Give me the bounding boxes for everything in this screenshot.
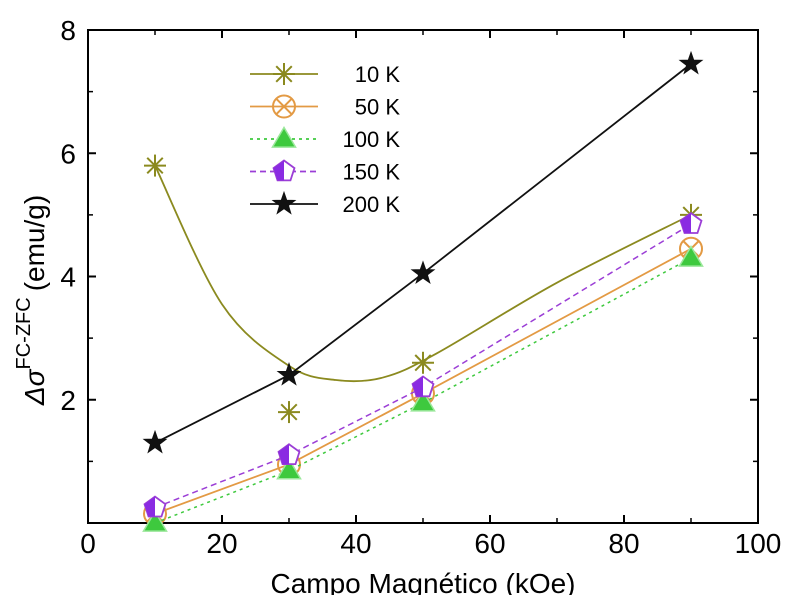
series-line <box>154 223 692 509</box>
ticks-group: 0 20 40 60 80 100 2 4 6 8 <box>60 15 781 559</box>
pentagon-fill <box>278 444 289 465</box>
series-group <box>142 50 704 532</box>
data-point <box>142 429 168 454</box>
legend-marker <box>271 125 297 148</box>
legend-entry: 100 K <box>250 125 401 152</box>
legend-entry: 50 K <box>250 94 401 120</box>
x-tick-label: 80 <box>608 528 639 559</box>
data-point <box>412 351 434 374</box>
data-point <box>278 401 300 424</box>
pentagon-fill <box>680 213 691 234</box>
data-point <box>277 443 301 466</box>
x-tick-label: 40 <box>340 528 371 559</box>
y-axis-title: ΔσFC-ZFC (emu/g) <box>13 195 50 406</box>
legend-entry: 150 K <box>250 159 401 185</box>
data-point <box>411 375 435 398</box>
data-point <box>276 362 302 386</box>
series-line <box>154 257 692 524</box>
legend-entry: 200 K <box>250 190 401 217</box>
series-line <box>154 165 692 383</box>
pentagon-fill <box>273 160 284 181</box>
legend-label: 150 K <box>343 160 401 185</box>
data-point <box>679 212 703 234</box>
legend-marker <box>272 94 296 119</box>
legend: 10 K 50 K 100 K 150 K 200 K <box>250 62 400 217</box>
y-tick-label: 6 <box>60 138 76 169</box>
data-point <box>142 509 168 532</box>
data-point <box>678 244 704 267</box>
legend-label: 200 K <box>343 192 401 217</box>
legend-label: 100 K <box>343 127 401 152</box>
y-axis-title-unit: (emu/g) <box>19 195 50 291</box>
legend-entry: 10 K <box>250 62 400 87</box>
x-tick-label: 100 <box>735 528 782 559</box>
x-tick-label: 20 <box>206 528 237 559</box>
y-tick-label: 8 <box>60 15 76 46</box>
legend-label: 50 K <box>355 95 401 120</box>
legend-marker <box>272 159 296 182</box>
pentagon-fill <box>412 376 423 397</box>
x-axis-title: Campo Magnético (kOe) <box>270 568 575 595</box>
series-150-k <box>143 212 703 518</box>
legend-marker <box>273 63 295 85</box>
svg-text:ΔσFC-ZFC(emu/g): ΔσFC-ZFC (emu/g) <box>13 195 50 406</box>
asterisk-stroke <box>146 157 164 175</box>
data-point <box>410 389 436 412</box>
legend-marker <box>271 190 297 215</box>
series-200-k <box>142 50 704 454</box>
data-point <box>276 457 302 480</box>
data-point <box>410 260 436 284</box>
x-tick-label: 0 <box>80 528 96 559</box>
circle-ring <box>272 94 296 119</box>
cross-stroke <box>275 98 293 115</box>
series-line <box>154 63 692 444</box>
asterisk-stroke <box>275 65 293 83</box>
y-tick-label: 2 <box>60 385 76 416</box>
data-point <box>144 154 166 177</box>
legend-label: 10 K <box>355 62 401 87</box>
data-point <box>678 50 704 75</box>
x-tick-label: 60 <box>474 528 505 559</box>
series-line <box>154 247 692 515</box>
asterisk-stroke <box>414 354 432 372</box>
data-point <box>143 495 167 518</box>
series-100-k <box>142 244 704 532</box>
asterisk-stroke <box>280 403 298 421</box>
y-axis-title-symbol: Δσ <box>19 368 50 406</box>
y-axis-title-superscript: FC-ZFC <box>13 297 35 369</box>
pentagon-fill <box>144 496 155 517</box>
y-tick-label: 4 <box>60 262 76 293</box>
